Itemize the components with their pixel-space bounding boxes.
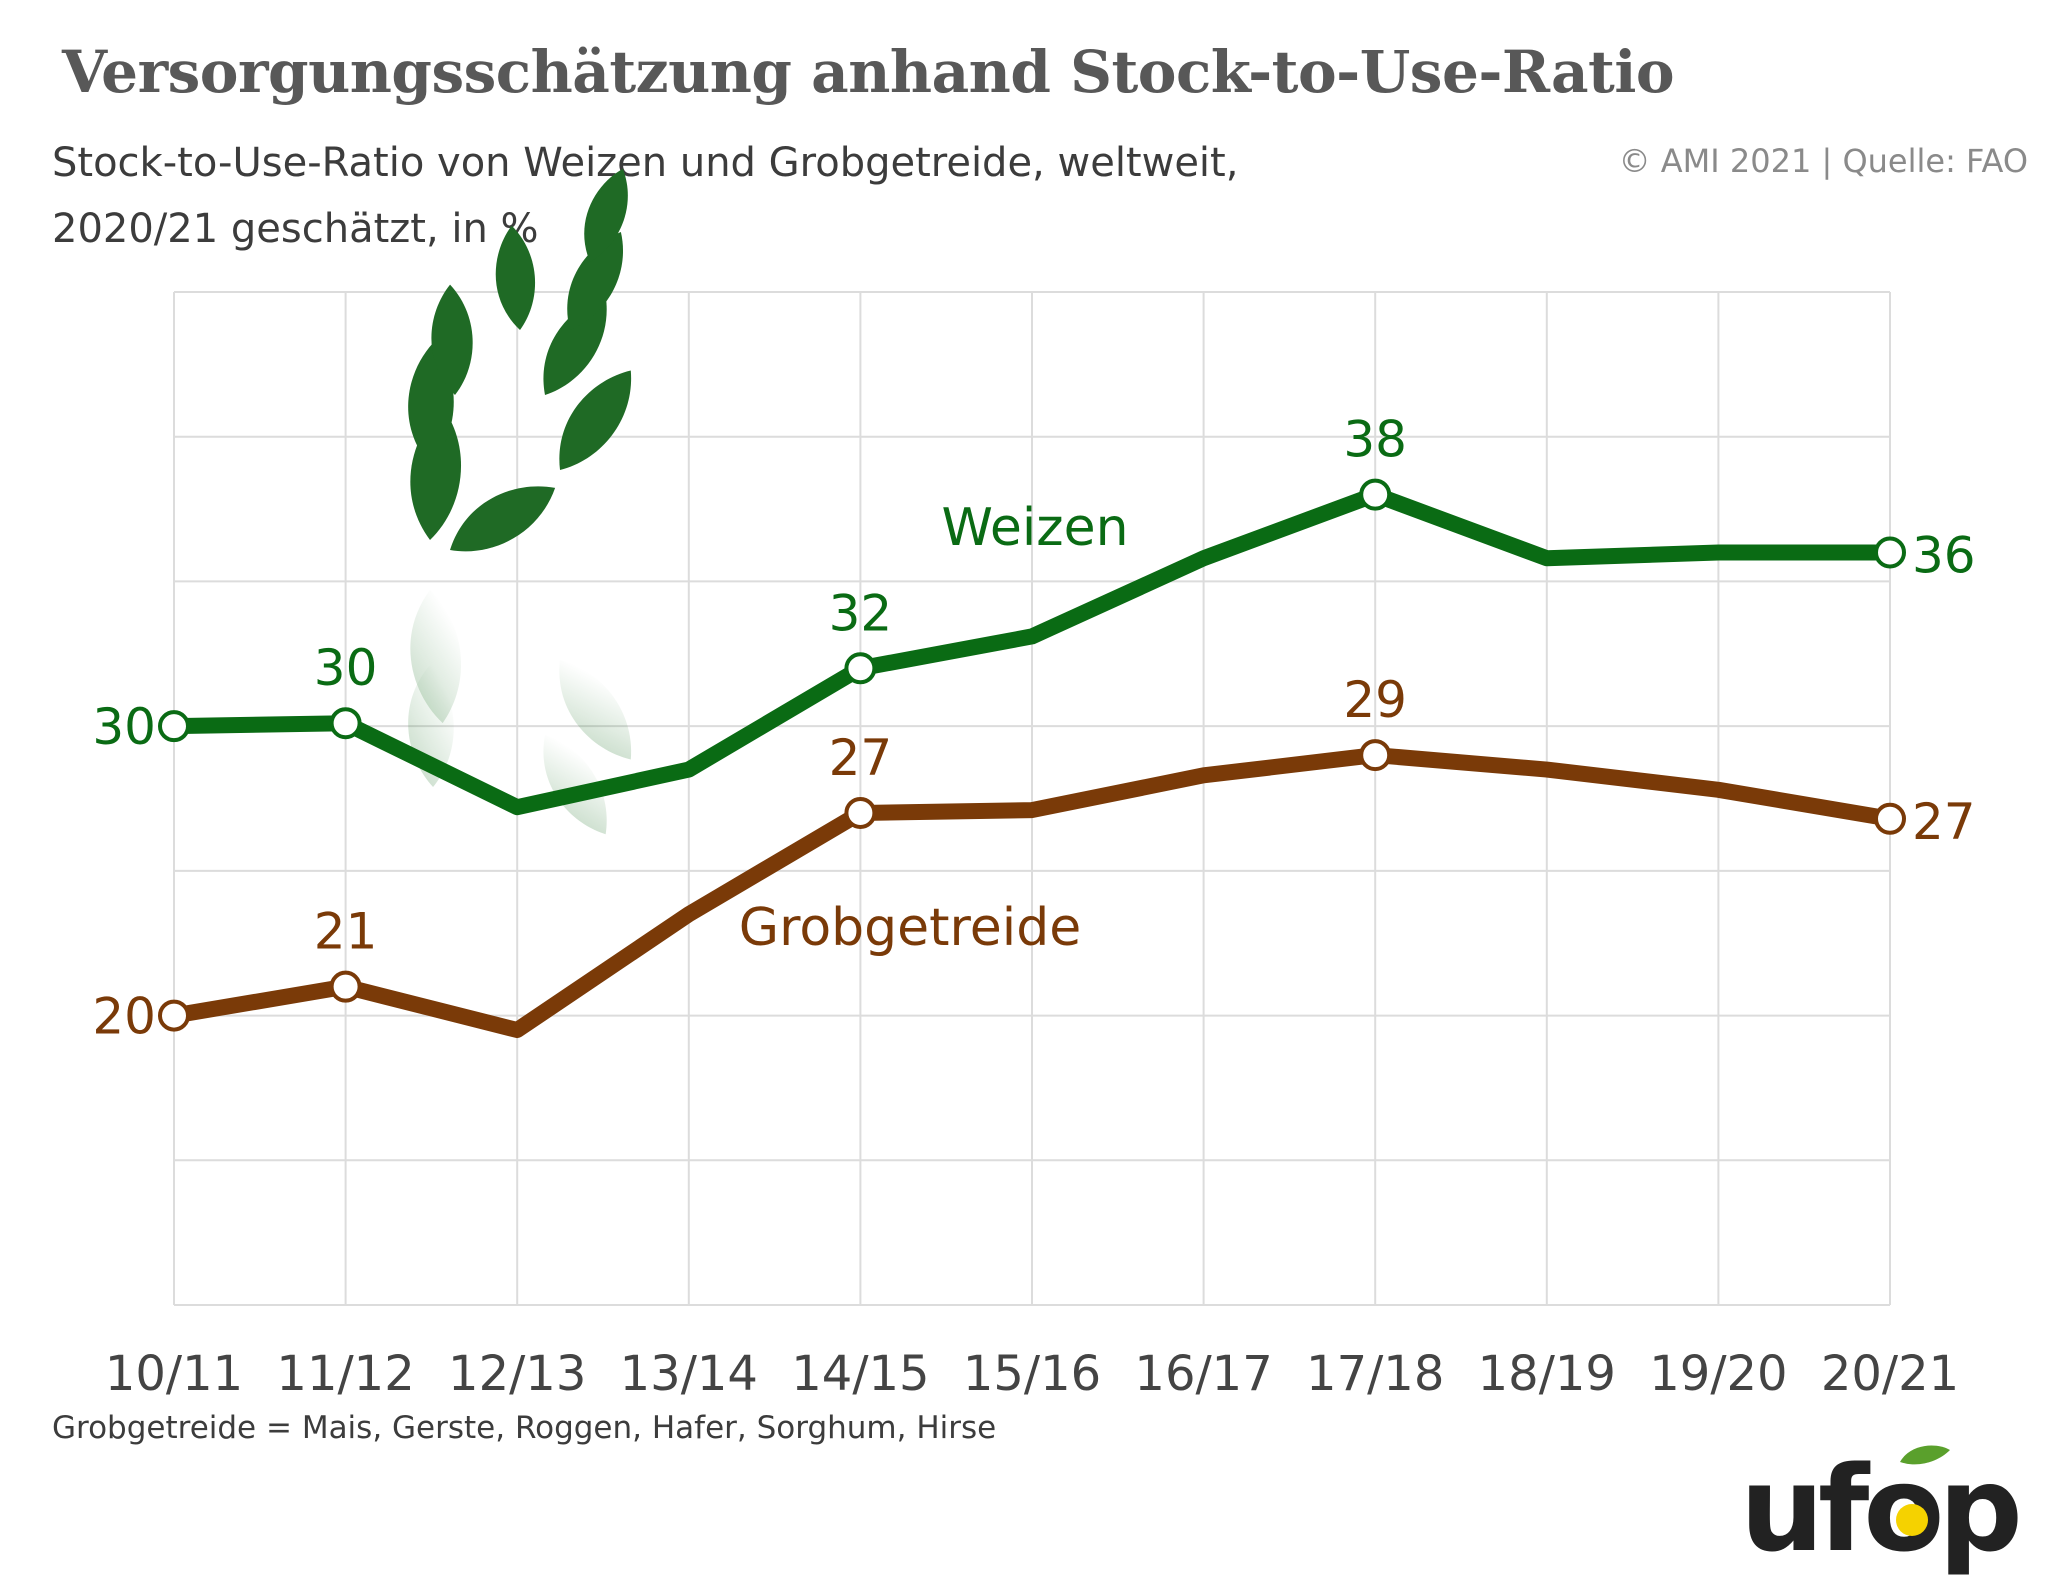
source-note: © AMI 2021 | Quelle: FAO [1618, 142, 2028, 180]
x-tick-label: 15/16 [963, 1346, 1101, 1402]
footnote: Grobgetreide = Mais, Gerste, Roggen, Haf… [52, 1410, 997, 1446]
wheat-icon [408, 168, 632, 835]
series-label: Grobgetreide [739, 898, 1081, 958]
data-point-marker [329, 970, 362, 1003]
wheat-leaf-reflection [559, 660, 632, 760]
ufop-logo: ufop [1740, 1440, 2024, 1578]
data-label: 27 [1912, 793, 1976, 851]
wheat-leaf [543, 295, 607, 395]
chart-grid [173, 291, 1891, 1306]
data-label: 20 [92, 988, 156, 1046]
chart-subtitle: Stock-to-Use-Ratio von Weizen und Grobge… [52, 140, 1239, 252]
x-tick-label: 20/21 [1821, 1346, 1959, 1402]
x-tick-label: 10/11 [105, 1346, 243, 1402]
data-point-marker [1359, 478, 1392, 511]
data-point-marker [1874, 802, 1906, 835]
logo-yellow-dot [1896, 1504, 1928, 1536]
logo-text: ufop [1740, 1440, 2018, 1578]
x-tick-label: 17/18 [1306, 1346, 1444, 1402]
data-label: 27 [829, 729, 893, 787]
wheat-leaf-reflection [543, 735, 607, 835]
data-point-marker [844, 652, 877, 685]
data-label: 38 [1343, 411, 1407, 469]
wheat-leaf [431, 284, 473, 395]
series-line-weizen [166, 486, 1898, 816]
data-label: 30 [314, 639, 378, 697]
series-line-grobgetreide [166, 747, 1898, 1039]
data-point-marker [1874, 536, 1906, 569]
wheat-leaf [567, 231, 623, 330]
data-label: 36 [1912, 526, 1976, 584]
wheat-leaf [559, 370, 632, 470]
x-tick-label: 18/19 [1478, 1346, 1616, 1402]
x-tick-label: 11/12 [276, 1346, 414, 1402]
series-label: Weizen [941, 498, 1128, 558]
x-tick-label: 16/17 [1134, 1346, 1272, 1402]
chart-series: 30 30 32 38 36 Weizen 20 21 27 29 27 Grobgetreide [92, 411, 1975, 1046]
data-label: 21 [314, 903, 378, 961]
x-axis-ticks: 10/11 11/12 12/13 13/14 14/15 15/16 16/17 17/18… [105, 1346, 1959, 1402]
x-tick-label: 14/15 [791, 1346, 929, 1402]
logo-leaf-icon [1900, 1445, 1950, 1465]
data-label: 30 [92, 698, 156, 756]
wheat-leaf [450, 486, 556, 552]
data-label: 32 [829, 584, 893, 642]
x-tick-label: 19/20 [1649, 1346, 1787, 1402]
data-point-marker [158, 999, 190, 1032]
x-tick-label: 13/14 [620, 1346, 758, 1402]
wheat-leaf [584, 168, 628, 262]
data-point-marker [844, 796, 877, 829]
data-label: 29 [1343, 671, 1407, 729]
data-point-marker [329, 707, 362, 740]
wheat-leaf [495, 225, 535, 330]
data-point-marker [1359, 739, 1392, 772]
x-tick-label: 12/13 [448, 1346, 586, 1402]
chart-title: Versorgungsschätzung anhand Stock-to-Use… [62, 38, 1675, 106]
data-point-marker [158, 710, 190, 743]
